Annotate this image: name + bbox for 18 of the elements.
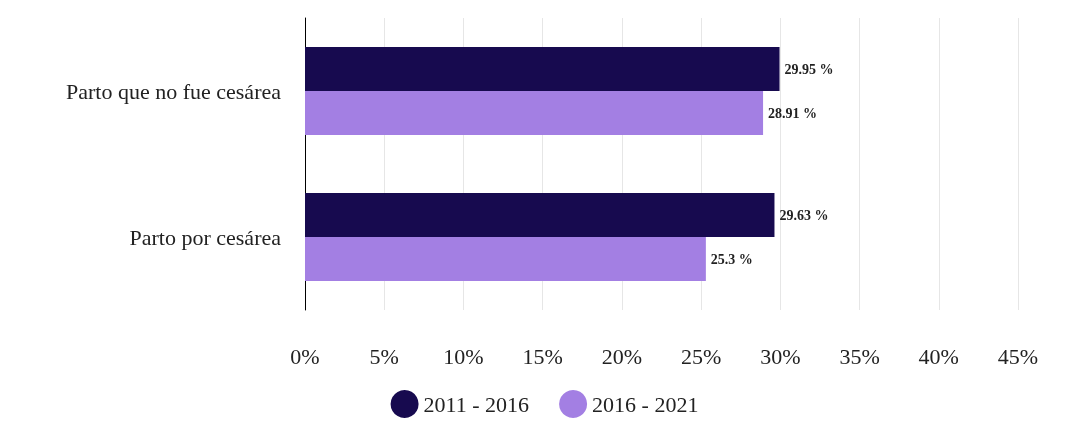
x-tick-label: 25% <box>680 343 722 369</box>
x-tick-label: 0% <box>290 343 320 369</box>
data-label: 28.91 % <box>768 105 818 121</box>
data-label: 29.95 % <box>784 61 834 77</box>
x-tick-label: 5% <box>369 343 399 369</box>
x-tick-label: 40% <box>918 343 959 369</box>
y-tick-label: Parto que no fue cesárea <box>65 78 282 104</box>
legend-label: 2016 - 2021 <box>592 391 699 417</box>
y-tick-label: Parto por cesárea <box>129 224 282 250</box>
data-label: 29.63 % <box>779 207 829 223</box>
x-tick-label: 20% <box>601 343 643 369</box>
legend-label: 2011 - 2016 <box>423 391 530 417</box>
data-label: 25.3 % <box>710 251 753 267</box>
x-tick-label: 10% <box>443 343 484 369</box>
x-tick-label: 45% <box>997 343 1039 369</box>
x-tick-label: 35% <box>839 343 880 369</box>
x-tick-label: 30% <box>760 343 801 369</box>
x-tick-label: 15% <box>522 343 563 369</box>
